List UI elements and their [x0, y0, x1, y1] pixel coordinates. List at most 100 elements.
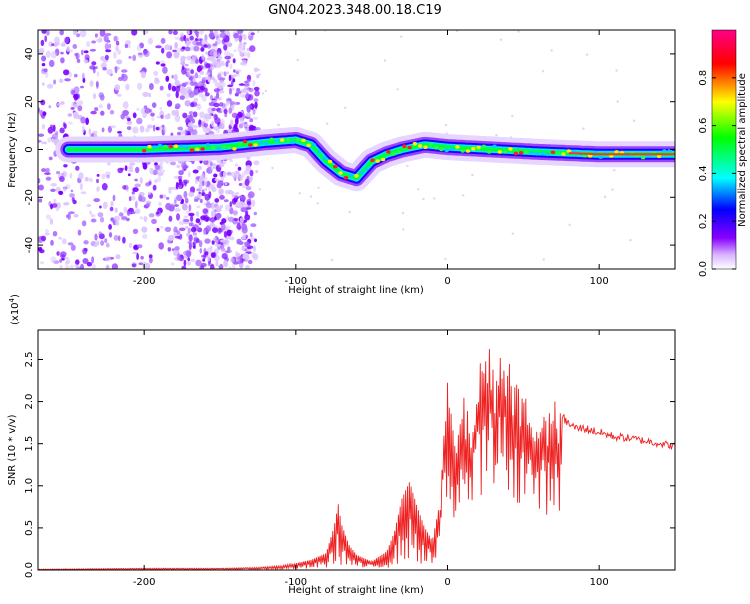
- noise-speck: [109, 109, 115, 115]
- noise-speck: [41, 55, 47, 62]
- ridge-hotspot: [460, 149, 465, 153]
- noise-speck: [41, 82, 45, 86]
- noise-speck: [156, 211, 160, 215]
- noise-speck: [219, 102, 224, 107]
- noise-speck: [582, 127, 585, 130]
- noise-speck: [152, 184, 157, 191]
- noise-speck: [59, 265, 63, 269]
- noise-speck: [99, 94, 105, 101]
- noise-speck: [245, 210, 248, 216]
- noise-speck: [237, 111, 243, 118]
- ridge-hotspot: [561, 152, 566, 156]
- noise-speck: [242, 234, 247, 240]
- noise-speck: [401, 211, 405, 215]
- noise-speck: [58, 236, 62, 240]
- noise-speck: [632, 119, 636, 122]
- noise-speck: [194, 86, 201, 89]
- ridge-hotspot: [502, 150, 508, 154]
- ridge-hotspot: [545, 152, 550, 157]
- noise-speck: [191, 129, 198, 136]
- noise-speck: [198, 88, 204, 93]
- noise-speck: [115, 220, 120, 226]
- noise-speck: [94, 233, 98, 241]
- noise-speck: [45, 50, 51, 58]
- noise-speck: [115, 45, 119, 52]
- noise-speck: [173, 199, 177, 205]
- noise-speck: [168, 30, 173, 35]
- noise-speck: [183, 259, 187, 267]
- noise-speck: [90, 214, 96, 218]
- snr-y-multiplier: (x104): [8, 294, 21, 325]
- noise-speck: [170, 203, 175, 211]
- noise-speck: [242, 252, 250, 260]
- noise-speck: [209, 217, 216, 223]
- noise-speck: [74, 53, 78, 56]
- noise-speck: [140, 126, 144, 130]
- noise-speck: [174, 204, 179, 207]
- noise-speck: [220, 247, 226, 252]
- y-tick-label: 1.5: [24, 436, 35, 452]
- ridge-hotspot: [540, 151, 545, 156]
- noise-speck: [237, 166, 242, 171]
- noise-speck: [201, 192, 206, 197]
- noise-speck: [174, 208, 181, 212]
- noise-speck: [455, 30, 459, 33]
- noise-speck: [231, 263, 236, 269]
- noise-speck: [247, 104, 253, 110]
- noise-speck: [175, 103, 181, 109]
- noise-speck: [116, 93, 122, 97]
- ridge-hotspot: [338, 171, 343, 175]
- noise-speck: [186, 86, 192, 91]
- noise-speck: [166, 100, 173, 107]
- noise-speck: [199, 111, 205, 119]
- noise-speck: [96, 173, 100, 177]
- noise-speck: [256, 74, 260, 79]
- noise-speck: [223, 50, 230, 56]
- noise-speck: [198, 191, 202, 195]
- noise-speck: [212, 79, 218, 84]
- noise-speck: [517, 30, 520, 33]
- noise-speck: [107, 125, 112, 133]
- noise-speck: [155, 45, 162, 49]
- noise-speck: [76, 100, 84, 106]
- noise-speck: [158, 242, 164, 250]
- noise-speck: [150, 112, 155, 117]
- x-tick-label: 100: [590, 276, 609, 287]
- noise-speck: [93, 93, 96, 100]
- noise-speck: [211, 203, 215, 209]
- noise-speck: [231, 74, 237, 78]
- noise-speck: [210, 166, 214, 171]
- noise-speck: [191, 118, 195, 124]
- noise-speck: [64, 78, 71, 82]
- noise-speck: [247, 94, 254, 101]
- noise-speck: [218, 71, 225, 75]
- noise-speck: [72, 199, 77, 205]
- noise-speck: [48, 105, 52, 109]
- noise-speck: [188, 243, 192, 250]
- snr-plot-area: [38, 348, 675, 570]
- noise-speck: [213, 102, 220, 108]
- ridge-hotspot: [534, 152, 540, 156]
- noise-speck: [204, 113, 209, 120]
- noise-speck: [180, 47, 185, 52]
- ridge-hotspot: [497, 150, 502, 154]
- noise-speck: [231, 198, 237, 205]
- noise-speck: [104, 43, 109, 50]
- noise-speck: [186, 232, 190, 237]
- noise-speck: [84, 247, 88, 252]
- noise-speck: [124, 165, 128, 172]
- noise-speck: [176, 164, 181, 169]
- noise-speck: [89, 80, 94, 87]
- ridge-hotspot: [359, 170, 364, 175]
- noise-speck: [121, 109, 129, 117]
- noise-speck: [257, 68, 261, 72]
- noise-speck: [174, 41, 178, 50]
- noise-speck: [62, 187, 67, 193]
- noise-speck: [45, 72, 49, 78]
- noise-speck: [187, 257, 190, 262]
- noise-speck: [113, 51, 117, 59]
- noise-speck: [271, 166, 274, 170]
- noise-speck: [75, 259, 80, 265]
- noise-speck: [175, 91, 179, 99]
- noise-speck: [568, 223, 571, 226]
